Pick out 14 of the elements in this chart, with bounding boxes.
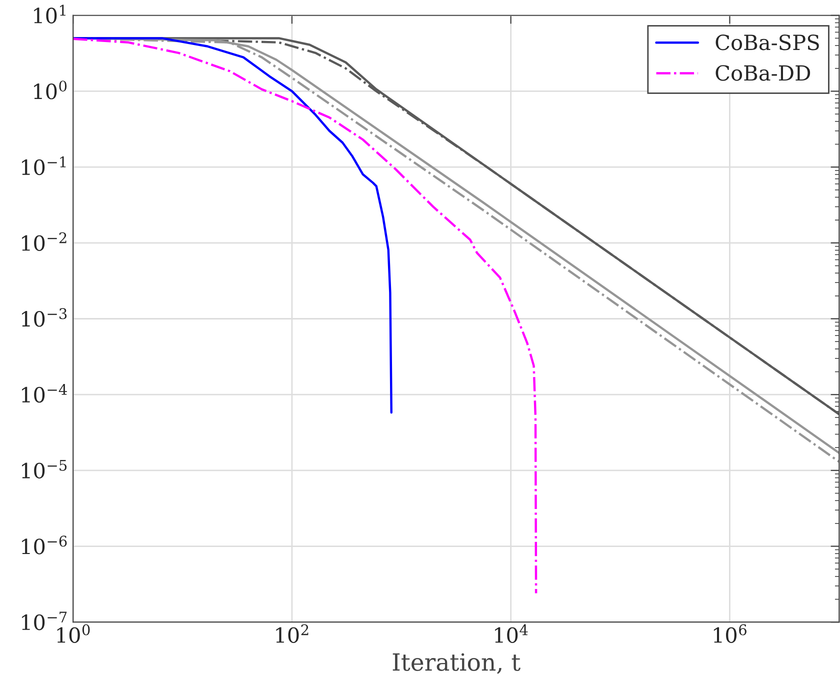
legend-label: CoBa-DD <box>716 65 810 81</box>
y-tick-label: 10$^{−1}$ <box>22 156 66 176</box>
y-tick-label: 10$^{−2}$ <box>22 232 66 251</box>
y-tick-label: 10$^{−5}$ <box>22 460 67 479</box>
x-tick-label: 10$^{4}$ <box>495 624 528 643</box>
y-tick-label: 10$^{−6}$ <box>22 536 67 554</box>
x-tick-label: 10$^{2}$ <box>276 624 308 643</box>
y-tick-label: 10$^{−3}$ <box>22 308 67 327</box>
y-tick-label: 10$^{0}$ <box>34 80 67 100</box>
y-tick-label: 10$^{−4}$ <box>22 384 67 403</box>
legend-label: CoBa-SPS <box>716 34 819 50</box>
x-tick-label: 10$^{6}$ <box>714 624 746 643</box>
y-tick-label: 10$^{1}$ <box>34 4 66 24</box>
x-axis-title: Iteration, t <box>392 653 520 674</box>
